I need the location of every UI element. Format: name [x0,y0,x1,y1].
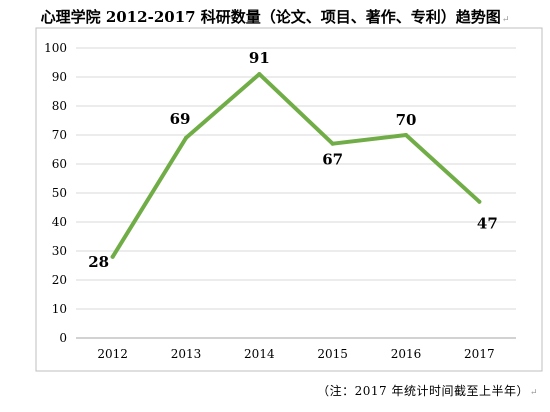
data-label: 91 [249,49,270,67]
data-label: 69 [170,110,191,128]
data-point [110,254,115,259]
y-tick-label: 20 [52,273,67,287]
data-label: 28 [88,253,109,271]
data-point [477,199,482,204]
x-tick-label: 2016 [391,347,422,361]
y-tick-label: 50 [52,186,67,200]
data-label: 47 [477,215,498,233]
y-tick-label: 60 [52,157,67,171]
y-tick-label: 70 [52,128,67,142]
data-label: 67 [322,151,343,169]
x-axis-ticks: 2012 2013 2014 2015 2016 2017 [97,347,494,361]
x-tick-label: 2017 [464,347,495,361]
series-line-path [110,72,482,259]
chart-title: 心理学院 2012-2017 科研数量（论文、项目、著作、专利）趋势图↵ [0,6,550,27]
data-point [330,141,335,146]
x-tick-label: 2013 [171,347,202,361]
chart-title-text: 心理学院 2012-2017 科研数量（论文、项目、著作、专利）趋势图 [40,8,501,26]
y-tick-label: 30 [52,244,67,258]
data-point [184,135,188,140]
y-tick-label: 100 [44,41,67,55]
data-labels: 28 69 91 67 70 47 [88,49,498,271]
footnote: （注：2017 年统计时间截至上半年）↵ [317,382,538,399]
gridlines [76,47,516,339]
paragraph-mark-icon: ↵ [529,388,538,398]
y-axis-ticks: 0 10 20 30 40 50 60 70 80 90 100 [44,41,67,345]
data-point [257,72,262,77]
x-tick-label: 2014 [244,347,275,361]
chart-frame [35,27,543,372]
paragraph-mark-icon: ↵ [501,15,510,25]
y-tick-label: 80 [52,99,67,113]
x-tick-label: 2012 [97,347,128,361]
y-tick-label: 40 [52,215,67,229]
data-label: 70 [396,111,417,129]
data-point [404,133,408,137]
x-tick-label: 2015 [317,347,348,361]
y-tick-label: 10 [52,302,67,316]
y-tick-label: 90 [52,70,67,84]
series-line [110,72,482,259]
footnote-text: （注：2017 年统计时间截至上半年） [317,384,529,398]
y-tick-label: 0 [59,331,67,345]
